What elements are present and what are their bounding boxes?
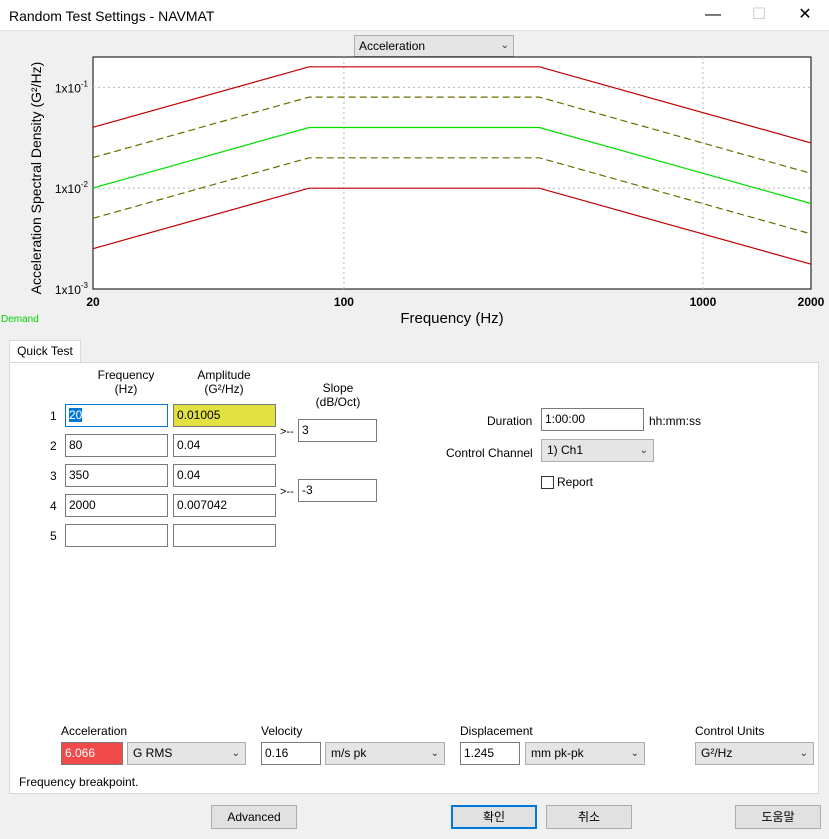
window-title: Random Test Settings - NAVMAT (9, 8, 215, 24)
duration-label: Duration (487, 414, 533, 428)
control-units-value: G²/Hz (701, 746, 733, 760)
series-line-3 (92, 126, 812, 205)
frequency-header: Frequency (Hz) (76, 368, 176, 396)
amplitude-header-line2: (G²/Hz) (204, 382, 244, 396)
chart-view-label: Acceleration (359, 39, 426, 53)
velocity-unit-select[interactable]: m/s pk ⌄ (325, 742, 445, 765)
row-number: 3 (50, 469, 57, 483)
chevron-down-icon: ⌄ (231, 748, 240, 759)
velocity-label: Velocity (261, 724, 303, 738)
x-axis-label: Frequency (Hz) (400, 310, 503, 327)
slope-input-1[interactable]: 3 (298, 419, 377, 442)
frequency-input-4[interactable]: 2000 (65, 494, 168, 517)
control-units-label: Control Units (695, 724, 765, 738)
slope-header: Slope (dB/Oct) (298, 381, 378, 409)
frequency-input-1-text: 20 (69, 408, 83, 422)
y-tick-label: 1x10-2 (55, 180, 89, 196)
ok-button[interactable]: 확인 (451, 805, 537, 829)
amplitude-input-1[interactable]: 0.01005 (173, 404, 276, 427)
row-number: 5 (50, 529, 57, 543)
series-line-2 (92, 96, 812, 174)
slope-header-line1: Slope (322, 381, 354, 395)
displacement-unit-value: mm pk-pk (531, 746, 584, 760)
chevron-down-icon: ⌄ (799, 748, 808, 759)
status-text: Frequency breakpoint. (19, 775, 139, 789)
control-channel-select[interactable]: 1) Ch1 ⌄ (541, 439, 654, 462)
x-tick-label: 20 (86, 295, 100, 309)
y-tick-label: 1x10-1 (55, 79, 89, 95)
series-line-1 (92, 66, 812, 144)
displacement-unit-select[interactable]: mm pk-pk ⌄ (525, 742, 645, 765)
quick-test-panel: Frequency (Hz) Amplitude (G²/Hz) Slope (… (9, 362, 819, 794)
close-button[interactable]: ✕ (782, 0, 828, 31)
tab-quick-test[interactable]: Quick Test (9, 340, 81, 363)
acceleration-unit-select[interactable]: G RMS ⌄ (127, 742, 246, 765)
help-button[interactable]: 도움말 (735, 805, 821, 829)
displacement-input[interactable]: 1.245 (460, 742, 520, 765)
acceleration-input[interactable]: 6.066 (61, 742, 123, 765)
slope-input-2[interactable]: -3 (298, 479, 377, 502)
frequency-header-line1: Frequency (97, 368, 155, 382)
displacement-label: Displacement (460, 724, 533, 738)
plot-area (92, 56, 812, 290)
maximize-button[interactable]: ☐ (736, 0, 782, 31)
duration-unit: hh:mm:ss (649, 414, 702, 428)
series-line-5 (92, 187, 812, 265)
row-number: 4 (50, 499, 57, 513)
amplitude-input-4[interactable]: 0.007042 (173, 494, 276, 517)
x-tick-label: 100 (334, 295, 354, 309)
control-units-select[interactable]: G²/Hz ⌄ (695, 742, 814, 765)
row-number: 2 (50, 439, 57, 453)
amplitude-header-line1: Amplitude (197, 368, 251, 382)
frequency-header-line2: (Hz) (114, 382, 138, 396)
x-tick-label: 2000 (798, 295, 825, 309)
amplitude-input-5[interactable] (173, 524, 276, 547)
acceleration-unit-value: G RMS (133, 746, 173, 760)
report-checkbox[interactable] (541, 476, 554, 489)
frequency-input-1[interactable]: 20 (65, 404, 168, 427)
frequency-input-3[interactable]: 350 (65, 464, 168, 487)
minimize-icon: — (705, 6, 721, 23)
chevron-down-icon: ⌄ (639, 445, 648, 456)
acceleration-label: Acceleration (61, 724, 128, 738)
chevron-down-icon: ⌄ (500, 40, 509, 51)
y-tick-label: 1x10-3 (55, 281, 89, 297)
demand-legend-label: Demand (1, 314, 39, 325)
x-tick-label: 1000 (690, 295, 717, 309)
frequency-input-2[interactable]: 80 (65, 434, 168, 457)
maximize-icon: ☐ (751, 6, 767, 23)
velocity-unit-value: m/s pk (331, 746, 367, 760)
control-channel-value: 1) Ch1 (547, 443, 584, 457)
control-channel-label: Control Channel (446, 446, 533, 460)
chart-pane: Acceleration ⌄ 20 100 1000 2000 1x10-3 1x10-2… (1, 31, 828, 333)
slope-arrow: >-- (280, 426, 294, 438)
y-axis-label: Acceleration Spectral Density (G²/Hz) (28, 62, 44, 295)
advanced-button[interactable]: Advanced (211, 805, 297, 829)
frequency-input-5[interactable] (65, 524, 168, 547)
cancel-button[interactable]: 취소 (546, 805, 632, 829)
series-line-4 (92, 157, 812, 235)
velocity-input[interactable]: 0.16 (261, 742, 321, 765)
chevron-down-icon: ⌄ (430, 748, 439, 759)
report-label: Report (557, 475, 594, 489)
slope-header-line2: (dB/Oct) (315, 395, 361, 409)
chevron-down-icon: ⌄ (630, 748, 639, 759)
psd-chart: 20 100 1000 2000 1x10-3 1x10-2 1x10-1 Frequency… (28, 56, 825, 327)
amplitude-input-2[interactable]: 0.04 (173, 434, 276, 457)
close-icon: ✕ (798, 6, 812, 23)
amplitude-header: Amplitude (G²/Hz) (174, 368, 274, 396)
slope-arrow: >-- (280, 486, 294, 498)
minimize-button[interactable]: — (690, 0, 736, 31)
title-bar: Random Test Settings - NAVMAT — ☐ ✕ (0, 0, 829, 31)
row-number: 1 (50, 409, 57, 423)
duration-input[interactable]: 1:00:00 (541, 408, 644, 431)
amplitude-input-3[interactable]: 0.04 (173, 464, 276, 487)
